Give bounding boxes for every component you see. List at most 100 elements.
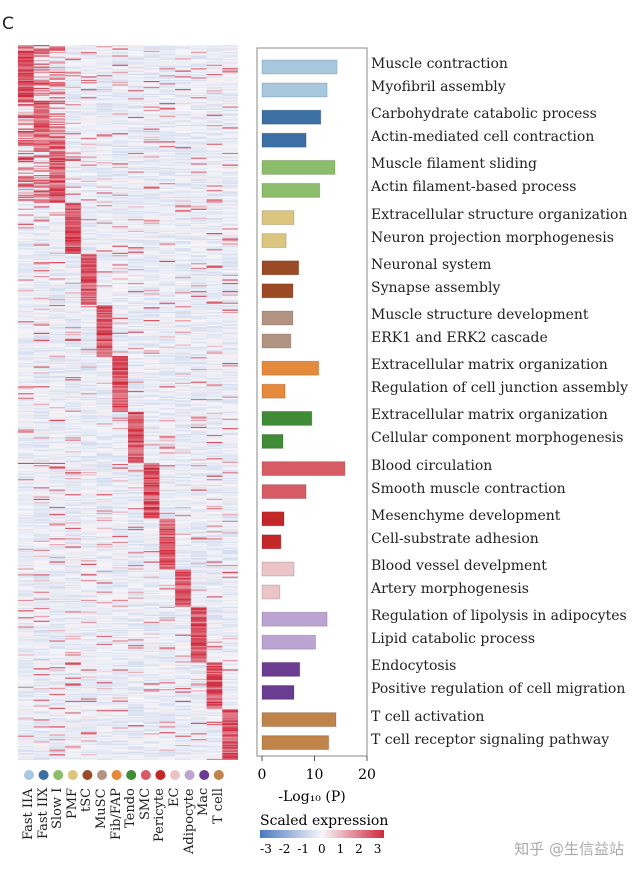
heatmap-cell	[65, 306, 82, 308]
heatmap-cell	[96, 84, 113, 86]
heatmap-cell	[206, 71, 223, 74]
heatmap-cell	[65, 129, 82, 132]
heatmap-cell	[222, 349, 238, 351]
heatmap-cell	[18, 171, 35, 173]
heatmap-cell	[206, 98, 223, 100]
heatmap-cell	[49, 332, 66, 335]
heatmap-cell	[222, 75, 238, 77]
heatmap-cell	[18, 47, 35, 49]
heatmap-cell	[96, 55, 113, 57]
heatmap-cell	[112, 195, 129, 198]
heatmap-cell	[80, 119, 97, 121]
heatmap-cell	[96, 206, 113, 208]
heatmap-cell	[175, 322, 192, 324]
heatmap-cell	[222, 183, 238, 185]
heatmap-cell	[112, 335, 129, 337]
heatmap-cell	[143, 156, 160, 158]
heatmap-cell	[206, 142, 223, 144]
heatmap-cell	[49, 164, 66, 167]
heatmap-cell	[80, 48, 97, 50]
heatmap-cell	[175, 300, 192, 302]
heatmap-cell	[159, 185, 176, 187]
heatmap-cell	[80, 123, 97, 126]
heatmap-cell	[128, 183, 145, 185]
heatmap-cell	[190, 322, 207, 324]
heatmap-cell	[206, 140, 223, 142]
heatmap-cell	[190, 291, 207, 293]
heatmap-cell	[18, 300, 35, 302]
heatmap-cell	[112, 58, 129, 61]
heatmap-cell	[112, 199, 129, 201]
heatmap-cell	[128, 368, 145, 371]
heatmap-cell	[49, 184, 66, 186]
heatmap-cell	[112, 321, 129, 323]
heatmap-cell	[18, 241, 35, 243]
heatmap-cell	[143, 128, 160, 131]
heatmap-cell	[112, 145, 129, 148]
heatmap-cell	[222, 205, 238, 207]
heatmap-cell	[65, 134, 82, 136]
heatmap-cell	[159, 318, 176, 321]
heatmap-cell	[206, 74, 223, 76]
heatmap-cell	[128, 309, 145, 312]
heatmap-cell	[96, 231, 113, 234]
heatmap-cell	[18, 316, 35, 319]
heatmap-cell	[175, 87, 192, 90]
heatmap-cell	[33, 148, 50, 150]
heatmap-cell	[222, 298, 238, 300]
heatmap-cell	[80, 106, 97, 108]
heatmap-cell	[143, 345, 160, 348]
heatmap-cell	[18, 230, 35, 233]
heatmap-cell	[222, 240, 238, 242]
heatmap-cell	[143, 353, 160, 356]
heatmap-cell	[190, 358, 207, 360]
heatmap-cell	[96, 130, 113, 133]
heatmap-cell	[222, 121, 238, 124]
heatmap-cell	[18, 210, 35, 213]
heatmap-cell	[33, 313, 50, 315]
heatmap-cell	[190, 86, 207, 89]
heatmap-cell	[175, 352, 192, 355]
heatmap-cell	[175, 193, 192, 196]
heatmap-cell	[33, 302, 50, 305]
heatmap-cell	[80, 142, 97, 144]
heatmap-cell	[65, 339, 82, 342]
heatmap-cell	[190, 306, 207, 308]
heatmap-cell	[18, 257, 35, 259]
heatmap-cell	[49, 55, 66, 57]
heatmap-cell	[190, 259, 207, 262]
heatmap-cell	[33, 162, 50, 164]
heatmap-cell	[33, 80, 50, 83]
heatmap-cell	[128, 110, 145, 112]
heatmap-cell	[143, 107, 160, 110]
heatmap-cell	[49, 368, 66, 371]
heatmap-cell	[112, 220, 129, 222]
heatmap-cell	[49, 273, 66, 276]
heatmap-cell	[128, 219, 145, 221]
heatmap-cell	[222, 120, 238, 122]
heatmap-cell	[206, 108, 223, 111]
heatmap-cell	[96, 157, 113, 160]
heatmap-cell	[96, 223, 113, 226]
heatmap-cell	[222, 301, 238, 303]
heatmap-cell	[18, 177, 35, 179]
heatmap-cell	[65, 316, 82, 319]
heatmap-cell	[33, 235, 50, 237]
heatmap-cell	[80, 115, 97, 118]
heatmap-cell	[159, 177, 176, 179]
heatmap-cell	[206, 209, 223, 212]
heatmap-cell	[159, 367, 176, 370]
heatmap-cell	[159, 127, 176, 129]
heatmap-cell	[49, 194, 66, 197]
heatmap-cell	[128, 46, 145, 48]
heatmap-cell	[128, 241, 145, 243]
heatmap-cell	[65, 127, 82, 129]
heatmap-cell	[33, 238, 50, 241]
heatmap-cell	[159, 275, 176, 278]
heatmap-cell	[143, 206, 160, 208]
heatmap-cell	[33, 150, 50, 153]
heatmap-cell	[128, 209, 145, 212]
heatmap-cell	[96, 289, 113, 292]
heatmap-cell	[206, 181, 223, 184]
heatmap-cell	[206, 309, 223, 312]
